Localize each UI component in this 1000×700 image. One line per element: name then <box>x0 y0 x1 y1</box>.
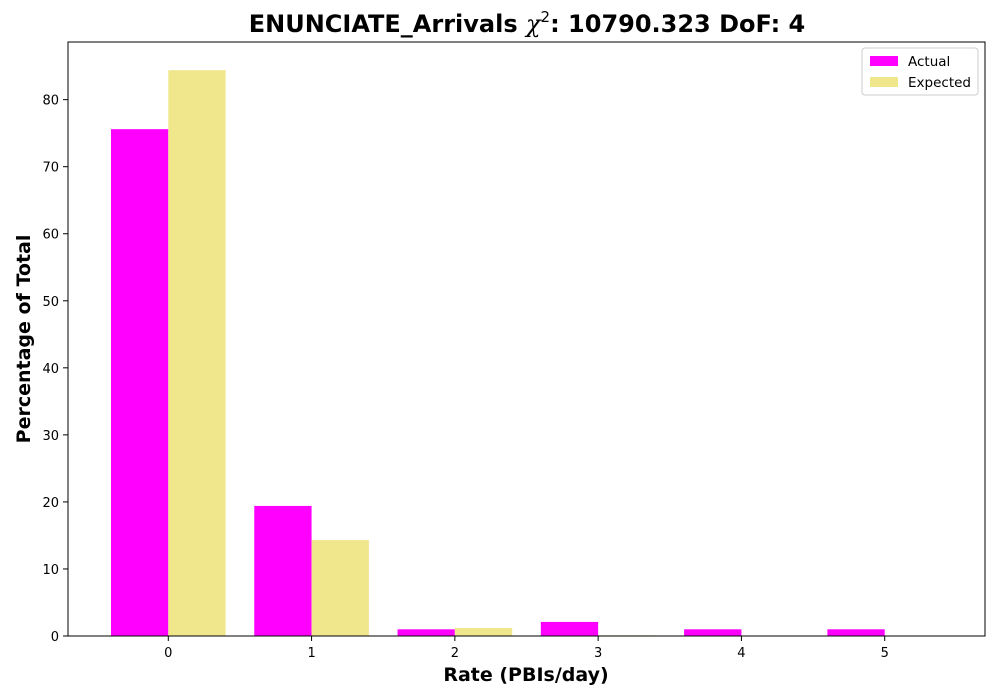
x-axis-label: Rate (PBIs/day) <box>443 664 608 686</box>
x-tick-label: 3 <box>594 646 602 661</box>
y-axis-label: Percentage of Total <box>13 235 35 444</box>
bar-expected-0 <box>168 70 226 636</box>
bar-actual-5 <box>827 629 885 636</box>
chart-title: ENUNCIATE_Arrivals χ2: 10790.323 DoF: 4 <box>249 8 806 38</box>
bar-expected-1 <box>311 540 369 636</box>
x-tick-label: 1 <box>307 646 315 661</box>
y-tick-label: 10 <box>42 563 59 578</box>
x-tick-label: 0 <box>164 646 172 661</box>
y-tick-label: 70 <box>42 161 59 176</box>
y-tick-label: 0 <box>51 630 59 645</box>
x-tick-label: 5 <box>881 646 889 661</box>
legend-swatch-expected <box>870 77 898 87</box>
y-tick-label: 80 <box>42 94 59 109</box>
y-tick-label: 60 <box>42 228 59 243</box>
y-tick-label: 20 <box>42 496 59 511</box>
bar-expected-2 <box>454 627 513 636</box>
x-tick-label: 2 <box>451 646 459 661</box>
y-tick-label: 50 <box>42 295 59 310</box>
bar-actual-1 <box>254 505 312 636</box>
plot-frame <box>67 41 986 637</box>
y-tick-label: 30 <box>42 429 59 444</box>
legend-label-actual: Actual <box>908 54 950 70</box>
bar-actual-3 <box>540 621 599 636</box>
bar-actual-4 <box>684 629 742 636</box>
y-tick-label: 40 <box>42 362 59 377</box>
legend-label-expected: Expected <box>908 75 971 91</box>
bars-group <box>110 70 885 636</box>
bar-actual-2 <box>397 629 455 636</box>
x-tick-label: 4 <box>737 646 745 661</box>
legend-swatch-actual <box>870 56 898 66</box>
bar-actual-0 <box>110 129 169 636</box>
legend: Actual Expected <box>861 47 979 96</box>
